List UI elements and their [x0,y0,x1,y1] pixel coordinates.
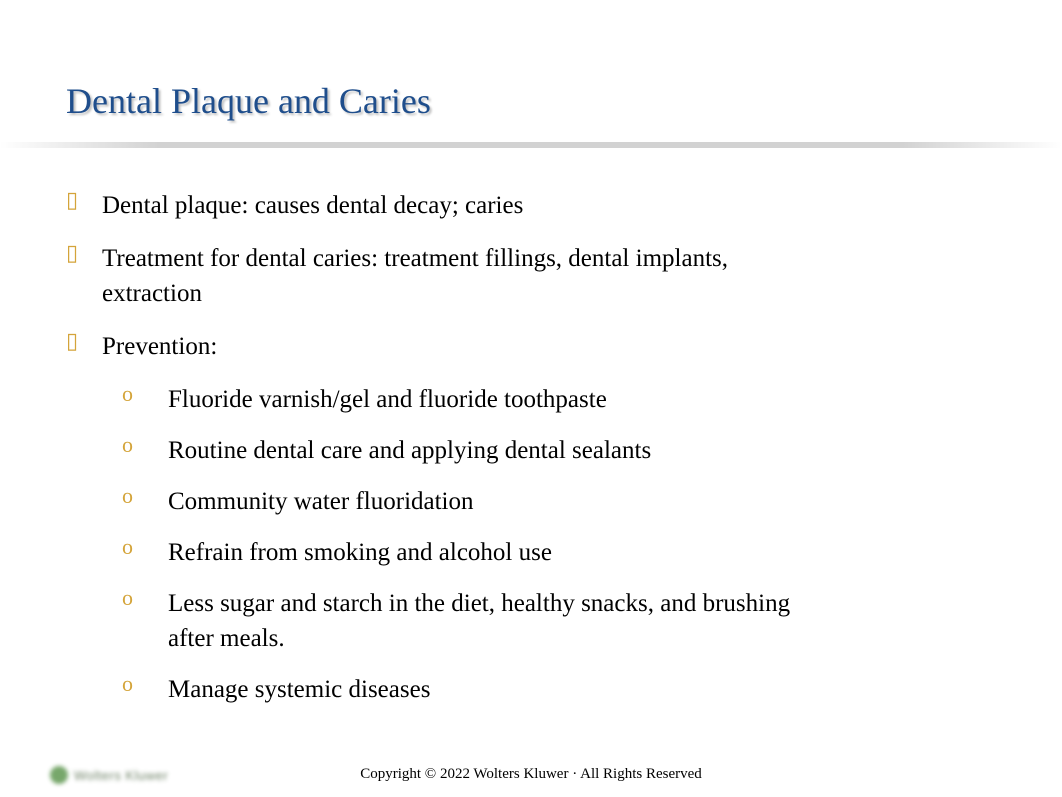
list-item: ▯ Prevention: [66,329,996,364]
sub-bullet-text: Less sugar and starch in the diet, healt… [168,586,996,656]
list-item: ▯ Treatment for dental caries: treatment… [66,241,996,311]
sub-bullet-text: Fluoride varnish/gel and fluoride toothp… [168,382,996,417]
list-item: ▯ Dental plaque: causes dental decay; ca… [66,188,996,223]
bullet-icon: ▯ [66,241,102,265]
bullet-list: ▯ Dental plaque: causes dental decay; ca… [66,188,996,364]
bullet-icon: ▯ [66,188,102,212]
list-item: o Manage systemic diseases [122,672,996,707]
sub-bullet-icon: o [122,586,168,610]
sub-bullet-text: Routine dental care and applying dental … [168,433,996,468]
bullet-text: Treatment for dental caries: treatment f… [102,241,996,311]
list-item: o Fluoride varnish/gel and fluoride toot… [122,382,996,417]
list-item: o Community water fluoridation [122,484,996,519]
logo-icon [50,766,68,784]
sub-bullet-list: o Fluoride varnish/gel and fluoride toot… [122,382,996,707]
list-item: o Routine dental care and applying denta… [122,433,996,468]
sub-bullet-text: Community water fluoridation [168,484,996,519]
bullet-text: Dental plaque: causes dental decay; cari… [102,188,996,223]
logo-text: Wolters Kluwer [74,768,168,783]
list-item: o Refrain from smoking and alcohol use [122,535,996,570]
sub-bullet-icon: o [122,382,168,406]
sub-bullet-icon: o [122,535,168,559]
slide-content: ▯ Dental plaque: causes dental decay; ca… [0,148,1062,707]
slide-title: Dental Plaque and Caries [0,0,1062,122]
bullet-icon: ▯ [66,329,102,353]
sub-bullet-text: Refrain from smoking and alcohol use [168,535,996,570]
sub-bullet-text: Manage systemic diseases [168,672,996,707]
sub-bullet-icon: o [122,433,168,457]
bullet-text: Prevention: [102,329,996,364]
list-item: o Less sugar and starch in the diet, hea… [122,586,996,656]
sub-bullet-icon: o [122,484,168,508]
sub-bullet-icon: o [122,672,168,696]
publisher-logo: Wolters Kluwer [50,761,210,789]
